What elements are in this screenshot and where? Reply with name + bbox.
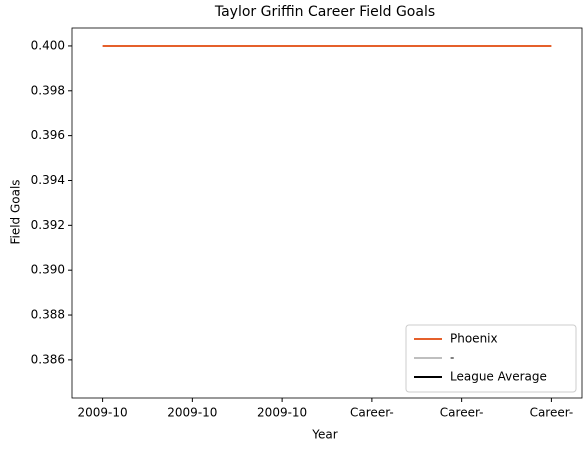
y-tick-label: 0.398	[31, 83, 65, 97]
y-tick-label: 0.388	[31, 308, 65, 322]
y-tick-label: 0.396	[31, 128, 65, 142]
x-tick-label: Career-	[530, 406, 574, 420]
x-tick-label: 2009-10	[257, 406, 307, 420]
x-tick-label: Career-	[440, 406, 484, 420]
y-tick-label: 0.390	[31, 263, 65, 277]
y-tick-label: 0.394	[31, 173, 65, 187]
legend-box	[405, 324, 577, 393]
y-tick-label: 0.400	[31, 38, 65, 52]
legend-label: Phoenix	[450, 332, 498, 346]
x-axis-label: Year	[311, 428, 337, 442]
y-tick-label: 0.392	[31, 218, 65, 232]
x-tick-label: 2009-10	[78, 406, 128, 420]
y-axis-label: Field Goals	[9, 179, 23, 244]
legend-label: League Average	[450, 370, 547, 384]
y-tick-label: 0.386	[31, 352, 65, 366]
plot-frame	[71, 27, 583, 399]
chart-title: Taylor Griffin Career Field Goals	[214, 4, 435, 20]
x-tick-label: 2009-10	[167, 406, 217, 420]
x-tick-label: Career-	[350, 406, 394, 420]
legend: Phoenix - League Average	[405, 324, 577, 393]
legend-label: -	[450, 351, 454, 365]
